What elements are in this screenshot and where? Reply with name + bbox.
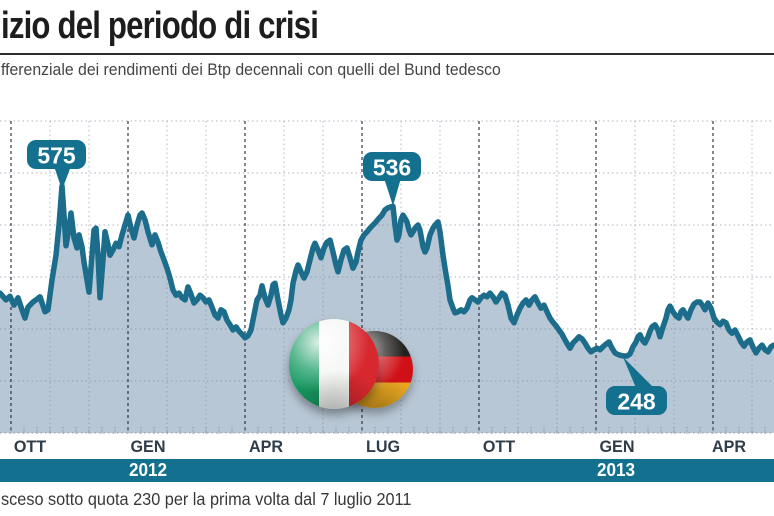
page-title: izio del periodo di crisi	[1, 5, 319, 47]
callout-575: 575	[27, 140, 86, 190]
spread-line	[0, 183, 774, 359]
x-axis-label-gen: GEN	[130, 437, 166, 456]
flag-gloss	[289, 319, 379, 409]
chart-subtitle: fferenziale dei rendimenti dei Btp decen…	[1, 60, 501, 79]
svg-text:248: 248	[617, 389, 656, 415]
x-axis-label-apr: APR	[711, 437, 747, 456]
year-band: 2012 2013	[0, 459, 774, 482]
italy-flag-icon	[289, 319, 379, 409]
callout-248: 248	[606, 357, 667, 415]
year-label-2013: 2013	[596, 460, 636, 480]
minor-tick-marks	[10, 427, 766, 434]
footer-note: sceso sotto quota 230 per la prima volta…	[1, 489, 412, 509]
area-fill	[0, 186, 774, 433]
x-axis-label-apr: APR	[248, 437, 284, 456]
title-underline	[0, 53, 774, 55]
x-axis-label-lug: LUG	[365, 437, 401, 456]
svg-text:575: 575	[37, 143, 76, 169]
svg-text:536: 536	[373, 155, 411, 181]
x-axis-label-ott: OTT	[13, 437, 47, 456]
callout-536: 536	[363, 152, 421, 206]
x-axis-label-ott: OTT	[482, 437, 516, 456]
x-axis-label-gen: GEN	[599, 437, 635, 456]
year-label-2012: 2012	[128, 460, 168, 480]
